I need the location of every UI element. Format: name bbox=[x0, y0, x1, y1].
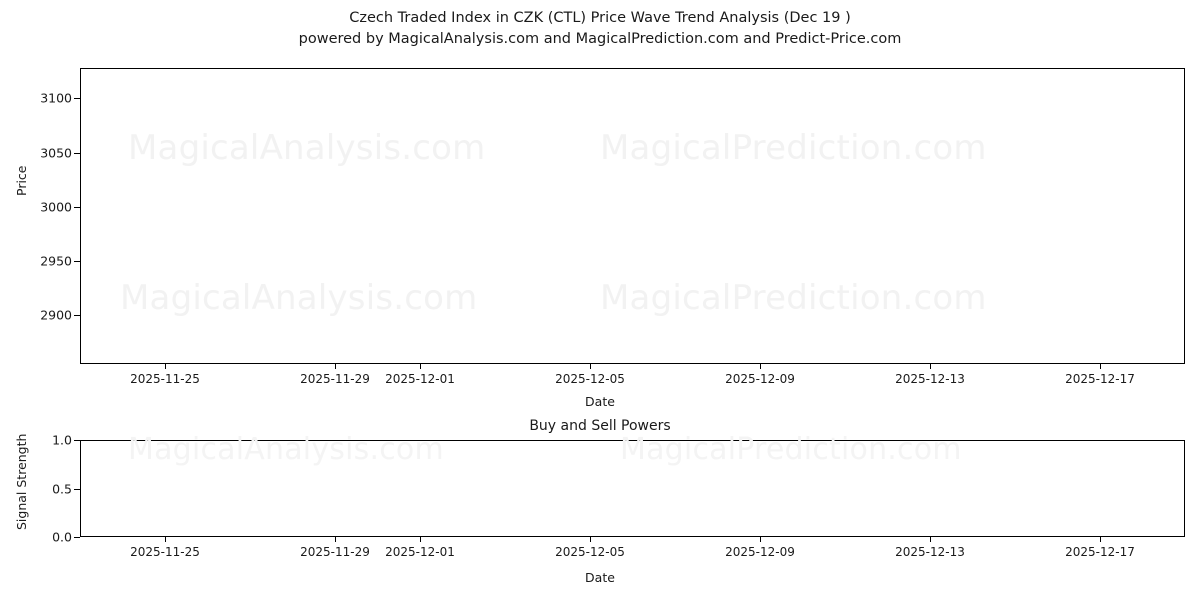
price-x-tick-label: 2025-12-01 bbox=[385, 372, 455, 386]
signal-x-tick-mark bbox=[420, 537, 421, 542]
signal-x-tick-label: 2025-11-25 bbox=[130, 545, 200, 559]
signal-x-tick-label: 2025-12-13 bbox=[895, 545, 965, 559]
price-x-tick-label: 2025-12-05 bbox=[555, 372, 625, 386]
price-axis-label: Price bbox=[14, 165, 29, 197]
signal-x-tick-mark bbox=[760, 537, 761, 542]
signal-x-tick-label: 2025-12-01 bbox=[385, 545, 455, 559]
price-x-tick-label: 2025-11-29 bbox=[300, 372, 370, 386]
signal-x-tick-label: 2025-12-17 bbox=[1065, 545, 1135, 559]
price-x-tick-label: 2025-12-09 bbox=[725, 372, 795, 386]
price-x-tick-mark bbox=[760, 364, 761, 369]
price-x-tick-mark bbox=[165, 364, 166, 369]
price-x-tick-label: 2025-12-17 bbox=[1065, 372, 1135, 386]
signal-plot-frame bbox=[80, 440, 1185, 537]
price-x-tick-mark bbox=[590, 364, 591, 369]
price-y-tick-label: 3050 bbox=[40, 145, 72, 161]
signal-x-tick-label: 2025-12-05 bbox=[555, 545, 625, 559]
signal-y-tick-label: 0.0 bbox=[52, 529, 72, 545]
price-y-tick-label: 2900 bbox=[40, 307, 72, 323]
price-x-tick-label: 2025-12-13 bbox=[895, 372, 965, 386]
chart-title-block: Czech Traded Index in CZK (CTL) Price Wa… bbox=[0, 8, 1200, 50]
signal-x-tick-mark bbox=[1100, 537, 1101, 542]
price-plot-frame bbox=[80, 68, 1185, 364]
price-x-tick-mark bbox=[335, 364, 336, 369]
price-x-axis-label: Date bbox=[585, 394, 615, 409]
signal-chart-panel bbox=[80, 440, 1185, 537]
signal-x-tick-mark bbox=[165, 537, 166, 542]
price-y-tick-label: 2950 bbox=[40, 253, 72, 269]
price-x-tick-mark bbox=[1100, 364, 1101, 369]
price-x-tick-mark bbox=[420, 364, 421, 369]
price-y-tick-label: 3000 bbox=[40, 199, 72, 215]
signal-y-tick-mark bbox=[74, 537, 80, 538]
price-y-tick-mark bbox=[74, 152, 80, 154]
signal-chart-title: Buy and Sell Powers bbox=[529, 418, 671, 434]
signal-x-tick-mark bbox=[335, 537, 336, 542]
price-x-tick-mark bbox=[930, 364, 931, 369]
chart-title-line-1: Czech Traded Index in CZK (CTL) Price Wa… bbox=[349, 10, 851, 26]
signal-y-tick-mark bbox=[74, 488, 80, 490]
price-chart-panel bbox=[80, 68, 1185, 364]
price-y-tick-mark bbox=[74, 98, 80, 100]
price-x-tick-label: 2025-11-25 bbox=[130, 372, 200, 386]
price-y-tick-mark bbox=[74, 315, 80, 317]
signal-y-tick-label: 1.0 bbox=[52, 432, 72, 448]
signal-y-tick-mark bbox=[74, 440, 80, 441]
signal-x-tick-mark bbox=[930, 537, 931, 542]
signal-x-axis-label: Date bbox=[585, 570, 615, 585]
price-y-tick-label: 3100 bbox=[40, 90, 72, 106]
signal-y-tick-label: 0.5 bbox=[52, 481, 72, 496]
price-y-tick-mark bbox=[74, 206, 80, 208]
signal-x-tick-label: 2025-11-29 bbox=[300, 545, 370, 559]
price-y-tick-mark bbox=[74, 260, 80, 262]
signal-x-tick-mark bbox=[590, 537, 591, 542]
chart-title-line-2: powered by MagicalAnalysis.com and Magic… bbox=[298, 31, 902, 47]
signal-x-tick-label: 2025-12-09 bbox=[725, 545, 795, 559]
